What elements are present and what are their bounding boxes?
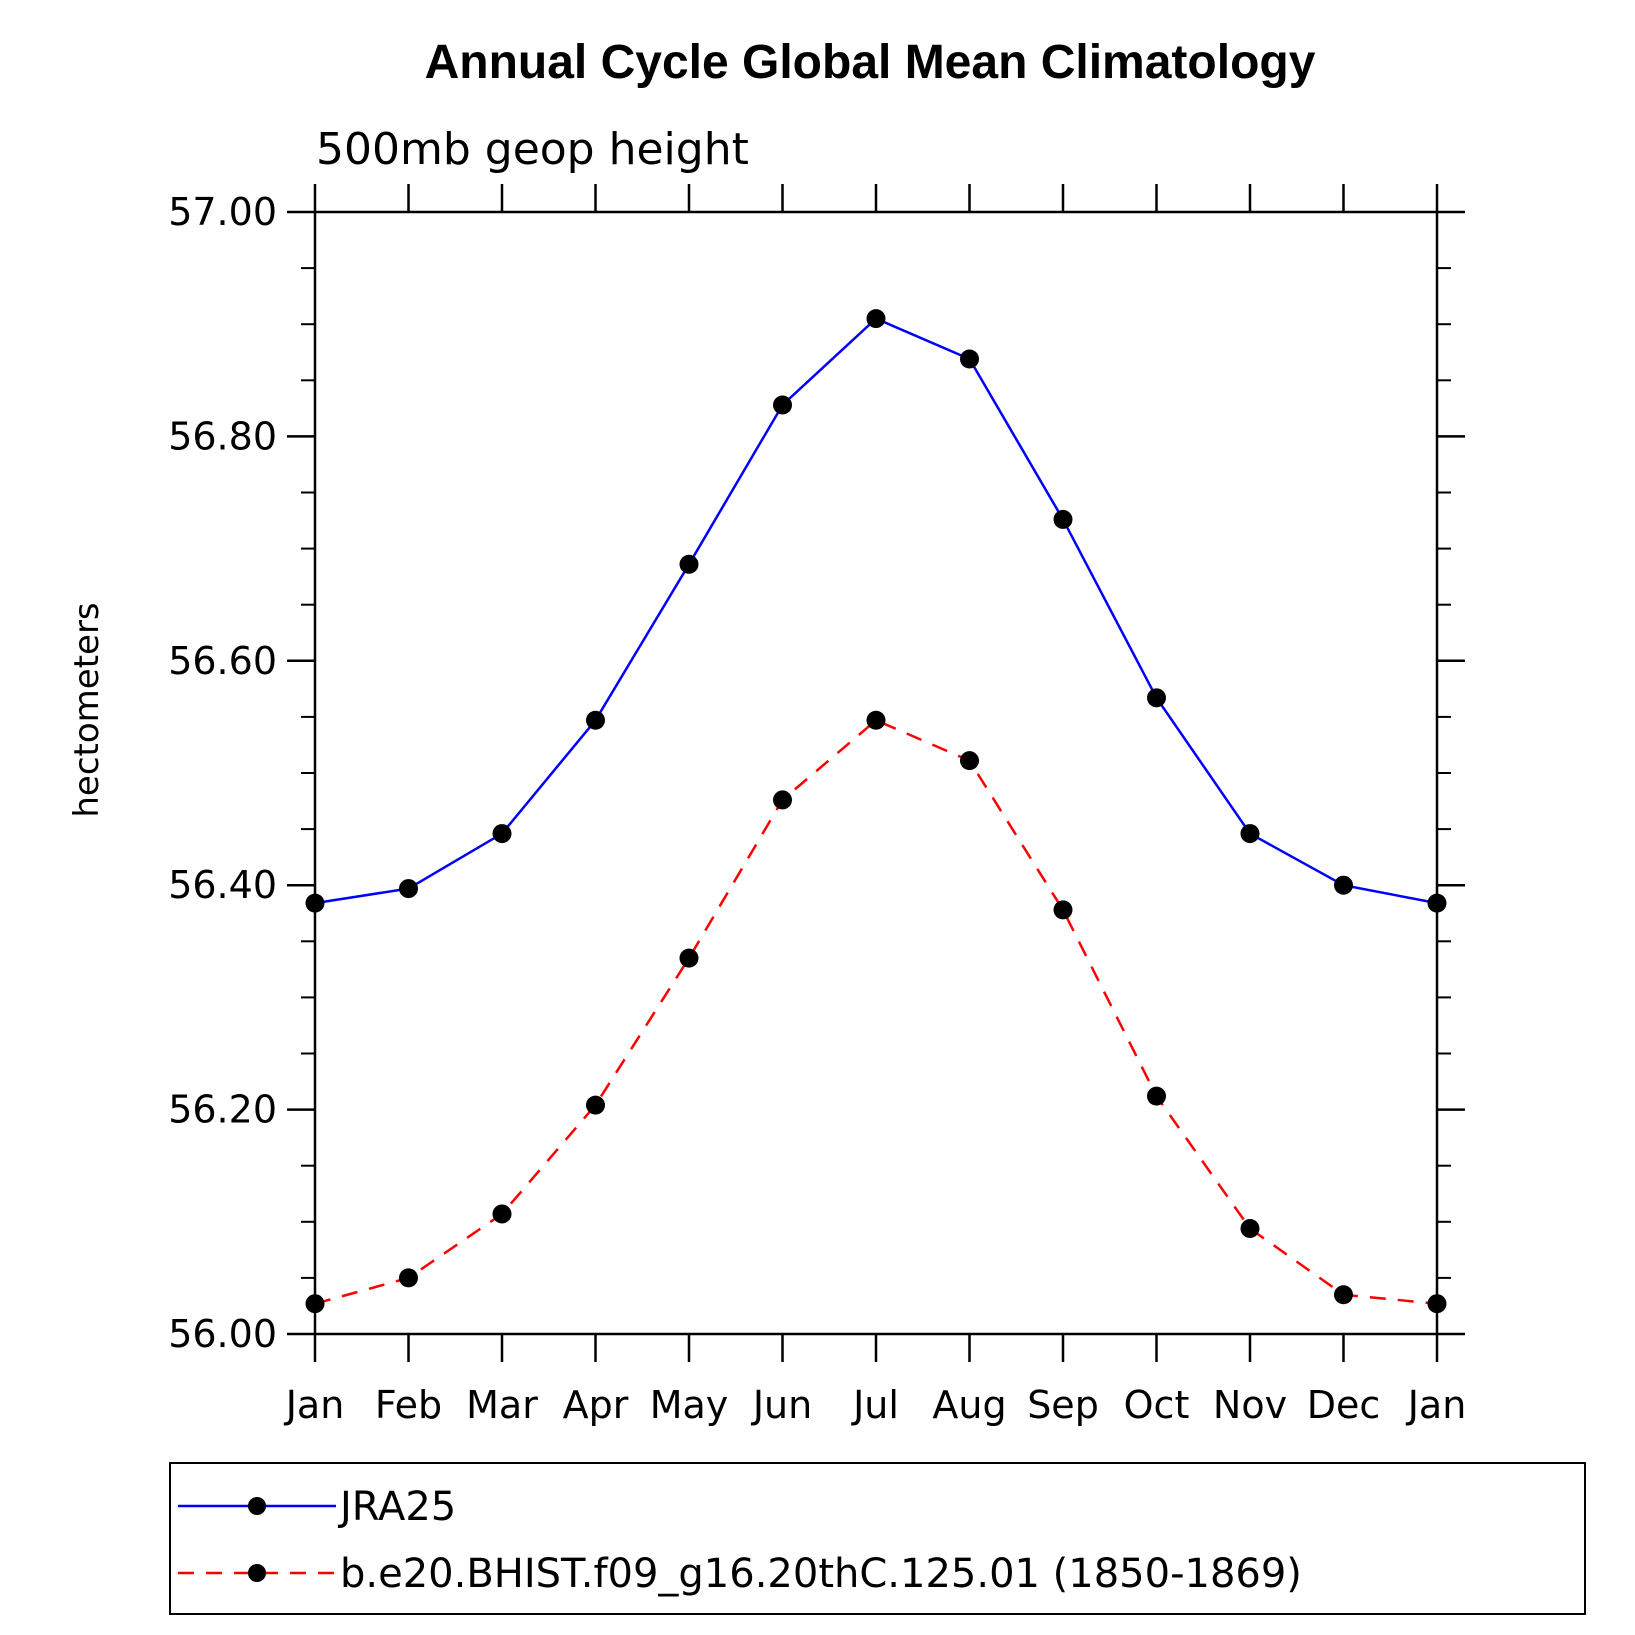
series-1-point <box>492 824 512 844</box>
series-2-point <box>866 710 886 730</box>
y-tick-label: 57.00 <box>168 190 277 234</box>
series-2-point <box>1240 1219 1260 1239</box>
series-2-point <box>586 1095 605 1115</box>
legend-series-1-marker <box>248 1497 266 1515</box>
chart-subtitle: 500mb geop height <box>316 124 749 175</box>
x-tick-label: Jul <box>851 1383 899 1427</box>
chart-title: Annual Cycle Global Mean Climatology <box>425 36 1316 89</box>
x-tick-label: Jan <box>1406 1383 1467 1427</box>
series-1-point <box>305 893 325 913</box>
series-1-point <box>1427 893 1447 913</box>
series-2-point <box>1053 900 1073 920</box>
legend-series-1-label: JRA25 <box>337 1484 456 1530</box>
series-2-point <box>492 1204 512 1224</box>
series-1-point <box>1240 824 1260 844</box>
series-layer <box>305 309 1447 1314</box>
legend-box <box>169 1462 1586 1615</box>
x-tick-labels: Jan Feb Mar Apr May Jun Jul Aug Sep Oct Nov Dec Jan <box>284 1383 1467 1427</box>
series-2-point <box>305 1294 325 1314</box>
series-1-point <box>1147 688 1166 708</box>
x-tick-label: Mar <box>466 1383 538 1427</box>
series-2-point <box>399 1268 418 1288</box>
x-tick-label: Sep <box>1027 1383 1099 1427</box>
x-tick-label: Aug <box>932 1383 1006 1427</box>
series-1-point <box>1334 875 1353 895</box>
x-tick-label: Dec <box>1307 1383 1381 1427</box>
series-1-point <box>586 710 605 730</box>
legend-series-2-marker <box>248 1564 266 1582</box>
x-ticks <box>313 184 1439 1362</box>
series-1-line <box>314 317 1438 905</box>
series-2-point <box>679 948 699 968</box>
series-1-point <box>679 554 699 574</box>
series-2-point <box>773 790 792 810</box>
y-tick-label: 56.00 <box>168 1312 277 1356</box>
x-tick-label: Jan <box>284 1383 345 1427</box>
y-tick-label: 56.40 <box>168 863 277 907</box>
x-tick-label: Feb <box>375 1383 442 1427</box>
series-2-line <box>314 718 1438 1305</box>
y-tick-labels: 56.00 56.20 56.40 56.60 56.80 57.00 <box>168 190 277 1356</box>
x-tick-label: May <box>650 1383 729 1427</box>
series-2-point <box>1147 1086 1166 1106</box>
legend-series-2-label: b.e20.BHIST.f09_g16.20thC.125.01 (1850-1… <box>340 1551 1302 1597</box>
series-2-point <box>1427 1294 1447 1314</box>
series-1-point <box>399 879 418 899</box>
x-tick-label: Nov <box>1213 1383 1287 1427</box>
y-tick-label: 56.60 <box>168 639 277 683</box>
minor-y-ticks <box>301 267 1451 1279</box>
series-2-point <box>1334 1285 1353 1305</box>
major-y-ticks <box>287 210 1465 1336</box>
series-2-point <box>960 751 979 771</box>
series-1-point <box>866 309 886 329</box>
x-tick-label: Oct <box>1124 1383 1190 1427</box>
series-1-point <box>1053 509 1073 529</box>
x-tick-label: Jun <box>751 1383 812 1427</box>
y-tick-label: 56.80 <box>168 414 277 458</box>
x-tick-label: Apr <box>563 1383 629 1427</box>
y-tick-label: 56.20 <box>168 1088 277 1132</box>
y-axis-label: hectometers <box>67 602 107 817</box>
plot-frame <box>313 210 1439 1336</box>
series-1-point <box>773 395 792 415</box>
series-1-point <box>960 349 979 369</box>
